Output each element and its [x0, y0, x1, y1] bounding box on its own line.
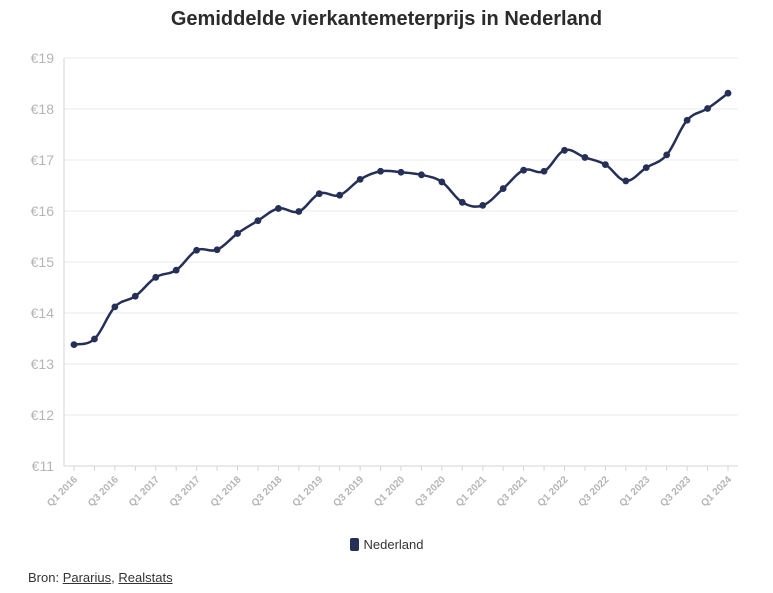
x-tick-label: Q1 2024 — [699, 474, 734, 509]
data-point[interactable] — [724, 89, 732, 97]
y-tick-label: €15 — [31, 254, 55, 270]
data-point[interactable] — [91, 335, 98, 343]
data-point[interactable] — [315, 190, 323, 198]
x-tick-label: Q1 2021 — [454, 474, 489, 509]
grid-lines — [64, 57, 738, 416]
data-point[interactable] — [458, 198, 466, 206]
x-tick-label: Q3 2016 — [86, 474, 121, 509]
data-point[interactable] — [683, 116, 691, 124]
source-link-pararius[interactable]: Pararius — [62, 570, 112, 585]
data-point[interactable] — [377, 167, 384, 175]
source-separator: , — [111, 570, 115, 585]
data-point[interactable] — [561, 146, 568, 154]
source-note: Bron: Pararius, Realstats — [28, 570, 173, 585]
x-axis: Q1 2016 Q3 2016 Q1 2017 Q3 2017 Q1 2018 Q3 20… — [45, 465, 738, 509]
y-axis: €11 €12 €13 €14 €15 €16 €17 €18 €19 — [31, 50, 65, 474]
x-tick-label: Q1 2017 — [127, 474, 162, 509]
data-point[interactable] — [642, 164, 650, 172]
y-tick-label: €12 — [31, 407, 55, 423]
y-tick-label: €13 — [31, 356, 55, 372]
data-point[interactable] — [336, 191, 344, 199]
data-point[interactable] — [274, 205, 282, 212]
line-chart: €11€12€13€14€15€16€17€18€19 Q1 2016 Q3 20… — [31, 50, 738, 509]
x-tick-label: Q1 2018 — [209, 474, 244, 509]
y-tick-label: €14 — [31, 305, 55, 321]
x-tick-label: Q3 2017 — [168, 474, 203, 509]
source-link-realstats[interactable]: Realstats — [118, 570, 173, 585]
data-point[interactable] — [111, 303, 119, 311]
x-tick-label: Q1 2016 — [45, 474, 80, 509]
data-point[interactable] — [234, 230, 241, 237]
y-tick-label: €16 — [31, 203, 55, 219]
data-point[interactable] — [601, 161, 609, 168]
legend-swatch — [349, 538, 359, 551]
x-tick-label: Q1 2023 — [617, 474, 652, 509]
y-tick-label: €11 — [32, 458, 55, 474]
series-line — [72, 91, 730, 346]
data-point[interactable] — [397, 168, 405, 176]
data-point[interactable] — [193, 246, 201, 254]
data-point[interactable] — [663, 151, 671, 159]
data-point[interactable] — [540, 167, 548, 175]
series-nederland — [70, 89, 732, 349]
chart-title: Gemiddelde vierkantemeterprijs in Nederl… — [170, 8, 603, 30]
x-tick-label: Q3 2020 — [413, 474, 448, 509]
data-point[interactable] — [499, 185, 507, 192]
x-tick-label: Q3 2021 — [495, 474, 530, 509]
data-point[interactable] — [172, 266, 180, 274]
x-tick-label: Q1 2020 — [372, 474, 407, 509]
data-point[interactable] — [438, 178, 446, 186]
data-point[interactable] — [704, 105, 711, 112]
data-point[interactable] — [152, 273, 160, 281]
y-tick-label: €17 — [31, 152, 55, 168]
data-point[interactable] — [479, 201, 487, 209]
data-point[interactable] — [213, 246, 221, 254]
legend-label: Nederland — [363, 537, 424, 552]
x-tick-label: Q3 2019 — [331, 474, 366, 509]
data-point[interactable] — [520, 166, 528, 174]
x-tick-label: Q3 2018 — [250, 474, 285, 509]
x-tick-label: Q3 2022 — [577, 474, 612, 509]
data-point[interactable] — [581, 154, 589, 161]
x-tick-label: Q1 2022 — [536, 474, 571, 509]
x-tick-label: Q3 2023 — [658, 474, 693, 509]
data-point[interactable] — [254, 217, 262, 225]
y-tick-label: €19 — [31, 50, 55, 66]
data-point[interactable] — [131, 292, 139, 300]
x-tick-label: Q1 2019 — [290, 474, 325, 509]
data-point[interactable] — [622, 177, 630, 185]
source-prefix: Bron: — [28, 570, 60, 585]
data-point[interactable] — [418, 171, 425, 179]
data-point[interactable] — [70, 341, 78, 349]
y-tick-label: €18 — [31, 101, 55, 117]
legend[interactable]: Nederland — [0, 537, 773, 552]
data-point[interactable] — [356, 175, 364, 183]
data-point[interactable] — [295, 208, 303, 215]
